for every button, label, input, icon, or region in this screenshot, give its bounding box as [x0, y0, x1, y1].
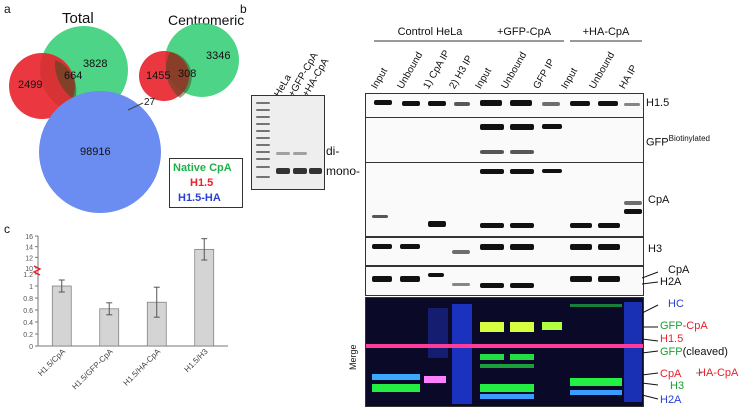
x-tick-label: H1.5/CpA: [36, 347, 67, 378]
ladder-band: [256, 130, 270, 132]
group-ha-cpa: +HA-CpA: [582, 26, 630, 38]
ladder-band: [256, 151, 270, 153]
y-tick-label: 1.2: [23, 272, 33, 279]
panel-c-letter: c: [4, 222, 10, 236]
total-h15ha-circle: [39, 91, 161, 213]
centro-cpa-only: 3346: [206, 50, 231, 62]
legend-h15: H1.5: [190, 177, 214, 189]
venn-legend: Native CpA H1.5 H1.5-HA: [169, 158, 243, 208]
label-h2a: H2A: [660, 276, 682, 288]
dna-gel: [251, 95, 325, 190]
label-gfp-biotinylated: GFPBiotinylated: [646, 134, 710, 149]
lane-gfp-ip: GFP IP: [531, 57, 558, 91]
ladder-band: [256, 123, 270, 125]
legend-native-cpa: Native CpA: [173, 162, 232, 174]
x-tick-label: H1.5/H3: [183, 347, 211, 375]
ladder-band: [256, 116, 270, 118]
bar: [194, 248, 215, 347]
ladder-band: [256, 109, 270, 111]
ladder-band: [256, 158, 270, 160]
total-h15ha: 98916: [80, 146, 111, 158]
merge-label-h3: H3: [670, 380, 685, 392]
gel-di-label: di-: [326, 144, 340, 158]
ladder-band: [256, 166, 270, 168]
merge-label-ha-cpa: HA-CpA: [698, 367, 739, 379]
legend-h15ha: H1.5-HA: [178, 192, 221, 204]
label-h3: H3: [648, 243, 663, 255]
ladder-band: [256, 102, 270, 104]
y-tick-label: 12: [25, 255, 33, 262]
lane-input-3: Input: [559, 66, 581, 91]
label-merge: Merge: [348, 344, 358, 370]
y-tick-label: 0: [29, 344, 33, 351]
total-title: Total: [62, 10, 94, 27]
merge-label-hc: HC: [668, 298, 684, 310]
y-tick-label: 0.6: [23, 308, 33, 315]
lane-unbound-3: Unbound: [587, 50, 618, 91]
merge-label-h15: H1.5: [660, 333, 684, 345]
lane-input-1: Input: [369, 66, 391, 91]
label-h15: H1.5: [646, 97, 670, 109]
ladder-band: [256, 176, 270, 178]
blot-cpa: [365, 162, 644, 237]
label-leader-lines: [642, 271, 659, 285]
label-cpa-2: CpA: [668, 264, 690, 276]
blot-merge: [365, 297, 644, 407]
merge-label-gfp-cleaved: GFP(cleaved): [660, 346, 728, 358]
ladder-band: [256, 137, 270, 139]
centro-h15-only: 1455: [146, 70, 171, 82]
centromeric-title: Centromeric: [168, 12, 245, 28]
gel-mono-label: mono-: [326, 164, 361, 178]
lane-unbound-2: Unbound: [499, 50, 530, 91]
bar: [51, 285, 72, 347]
merge-label-h2a: H2A: [660, 394, 682, 406]
y-tick-label: 16: [25, 234, 33, 241]
lane-h3-ip: 2) H3 IP: [447, 53, 476, 91]
lane-input-2: Input: [473, 66, 495, 91]
ladder-band: [256, 144, 270, 146]
y-tick-label: 14: [25, 245, 33, 252]
x-tick-label: H1.5/HA-CpA: [122, 347, 163, 388]
blot-h3: [365, 237, 644, 266]
y-tick-label: 1: [29, 284, 33, 291]
venn-diagrams: [9, 23, 239, 213]
panel-a-letter: a: [4, 2, 11, 16]
axis-break-icon: [32, 265, 42, 276]
total-cpa-only: 3828: [83, 58, 108, 70]
label-cpa: CpA: [648, 194, 670, 206]
lane-ha-ip: HA IP: [617, 63, 640, 91]
blot-gfp-biotinylated: [365, 117, 644, 163]
centro-overlap: 308: [178, 68, 197, 80]
panel-b-letter: b: [240, 2, 247, 16]
y-tick-label: 0.4: [23, 320, 33, 327]
total-outlier: 27: [144, 97, 156, 108]
y-tick-label: 0.2: [23, 332, 33, 339]
total-h15-only: 2499: [18, 79, 43, 91]
merge-label-gfp-cpa: GFP-CpA: [660, 320, 708, 332]
total-overlap: 664: [64, 70, 83, 82]
group-control-hela: Control HeLa: [397, 26, 463, 38]
blot-h2a: [365, 266, 644, 296]
x-tick-label: H1.5/GFP-CpA: [70, 347, 115, 392]
y-tick-label: 0.8: [23, 296, 33, 303]
merge-label-cpa: CpA: [660, 368, 682, 380]
blot-h15: [365, 93, 644, 118]
group-gfp-cpa: +GFP-CpA: [496, 26, 552, 38]
y-tick-label: 10: [25, 266, 33, 273]
merge-leader-lines: [642, 304, 702, 400]
bar-chart: 0 0.2 0.4 0.6 0.8 1 1.210 12 14 16 H1.5/CpA H1.5/GF…: [23, 234, 228, 392]
